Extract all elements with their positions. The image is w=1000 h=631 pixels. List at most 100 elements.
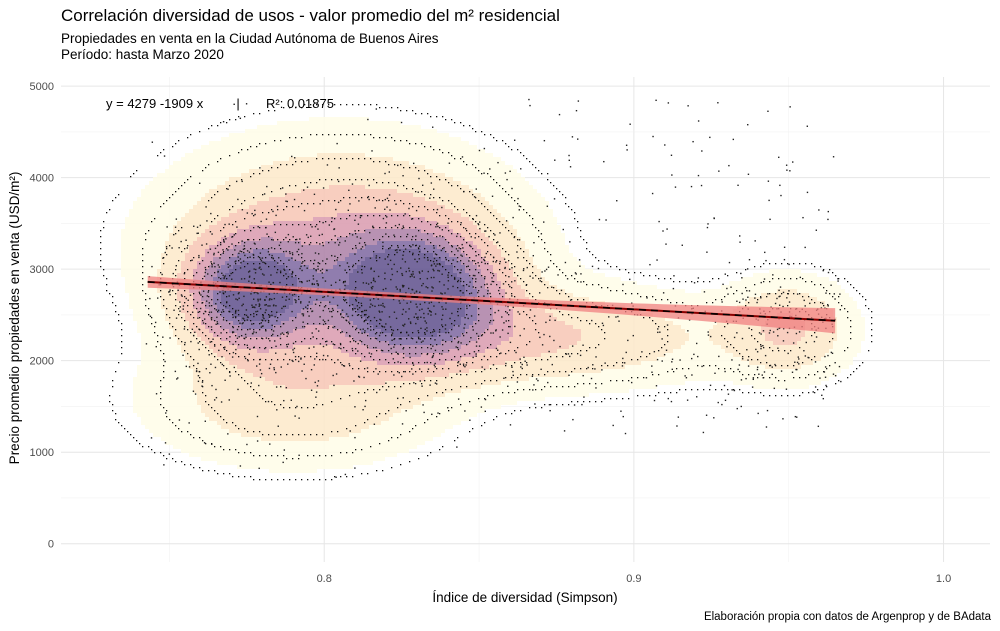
density-cell bbox=[357, 173, 361, 177]
density-cell bbox=[197, 249, 201, 253]
density-cell bbox=[237, 393, 241, 397]
density-cell bbox=[221, 389, 225, 393]
density-cell bbox=[229, 317, 233, 321]
density-cell bbox=[289, 305, 293, 309]
density-cell bbox=[229, 337, 233, 341]
density-cell bbox=[369, 205, 373, 209]
density-cell bbox=[325, 317, 329, 321]
density-cell bbox=[189, 193, 193, 197]
density-cell bbox=[205, 357, 209, 361]
density-cell bbox=[345, 253, 349, 257]
density-cell bbox=[125, 253, 129, 257]
density-cell bbox=[357, 161, 361, 165]
density-cell bbox=[253, 297, 257, 301]
density-cell bbox=[205, 277, 209, 281]
density-cell bbox=[157, 221, 161, 225]
density-cell bbox=[277, 269, 281, 273]
density-cell bbox=[293, 437, 297, 441]
density-cell bbox=[297, 181, 301, 185]
density-cell bbox=[273, 421, 277, 425]
density-cell bbox=[297, 193, 301, 197]
density-cell bbox=[325, 253, 329, 257]
density-cell bbox=[337, 441, 341, 445]
density-cell bbox=[361, 437, 365, 441]
density-cell bbox=[193, 297, 197, 301]
density-cell bbox=[297, 293, 301, 297]
density-cell bbox=[209, 337, 213, 341]
density-cell bbox=[333, 137, 337, 141]
density-cell bbox=[281, 365, 285, 369]
density-cell bbox=[357, 125, 361, 129]
density-cell bbox=[137, 297, 141, 301]
density-cell bbox=[373, 357, 377, 361]
density-cell bbox=[269, 381, 273, 385]
density-cell bbox=[213, 277, 217, 281]
density-cell bbox=[229, 377, 233, 381]
density-cell bbox=[209, 173, 213, 177]
density-cell bbox=[281, 401, 285, 405]
density-cell bbox=[313, 281, 317, 285]
density-cell bbox=[317, 153, 321, 157]
density-cell bbox=[145, 417, 149, 421]
density-cell bbox=[257, 405, 261, 409]
density-cell bbox=[333, 125, 337, 129]
density-cell bbox=[289, 209, 293, 213]
density-cell bbox=[353, 413, 357, 417]
density-cell bbox=[249, 393, 253, 397]
density-cell bbox=[221, 269, 225, 273]
density-cell bbox=[313, 341, 317, 345]
density-cell bbox=[281, 297, 285, 301]
density-cell bbox=[321, 165, 325, 169]
density-cell bbox=[329, 421, 333, 425]
density-cell bbox=[369, 245, 373, 249]
density-cell bbox=[209, 149, 213, 153]
density-cell bbox=[213, 233, 217, 237]
density-cell bbox=[329, 405, 333, 409]
density-cell bbox=[341, 125, 345, 129]
density-cell bbox=[317, 169, 321, 173]
density-cell bbox=[161, 241, 165, 245]
density-cell bbox=[137, 225, 141, 229]
density-cell bbox=[349, 213, 353, 217]
density-cell bbox=[245, 265, 249, 269]
density-cell bbox=[149, 345, 153, 349]
density-cell bbox=[201, 401, 205, 405]
density-cell bbox=[305, 241, 309, 245]
density-cell bbox=[201, 225, 205, 229]
density-cell bbox=[349, 269, 353, 273]
density-cell bbox=[217, 421, 221, 425]
density-cell bbox=[285, 261, 289, 265]
density-cell bbox=[305, 409, 309, 413]
density-cell bbox=[309, 149, 313, 153]
density-cell bbox=[325, 337, 329, 341]
density-cell bbox=[269, 169, 273, 173]
density-cell bbox=[353, 417, 357, 421]
density-cell bbox=[309, 457, 313, 461]
density-cell bbox=[373, 345, 377, 349]
density-cell bbox=[237, 189, 241, 193]
density-cell bbox=[341, 437, 345, 441]
density-cell bbox=[205, 253, 209, 257]
density-cell bbox=[337, 237, 341, 241]
density-cell bbox=[229, 437, 233, 441]
density-cell bbox=[361, 441, 365, 445]
density-cell bbox=[301, 381, 305, 385]
density-cell bbox=[341, 265, 345, 269]
density-cell bbox=[349, 329, 353, 333]
density-cell bbox=[325, 449, 329, 453]
density-cell bbox=[341, 193, 345, 197]
density-cell bbox=[181, 245, 185, 249]
density-cell bbox=[373, 373, 377, 377]
density-cell bbox=[181, 189, 185, 193]
density-cell bbox=[309, 321, 313, 325]
density-cell bbox=[173, 201, 177, 205]
density-cell bbox=[265, 369, 269, 373]
density-cell bbox=[245, 177, 249, 181]
density-cell bbox=[181, 429, 185, 433]
density-cell bbox=[145, 369, 149, 373]
density-cell bbox=[205, 313, 209, 317]
density-cell bbox=[341, 329, 345, 333]
density-cell bbox=[201, 377, 205, 381]
density-cell bbox=[325, 281, 329, 285]
density-cell bbox=[221, 245, 225, 249]
